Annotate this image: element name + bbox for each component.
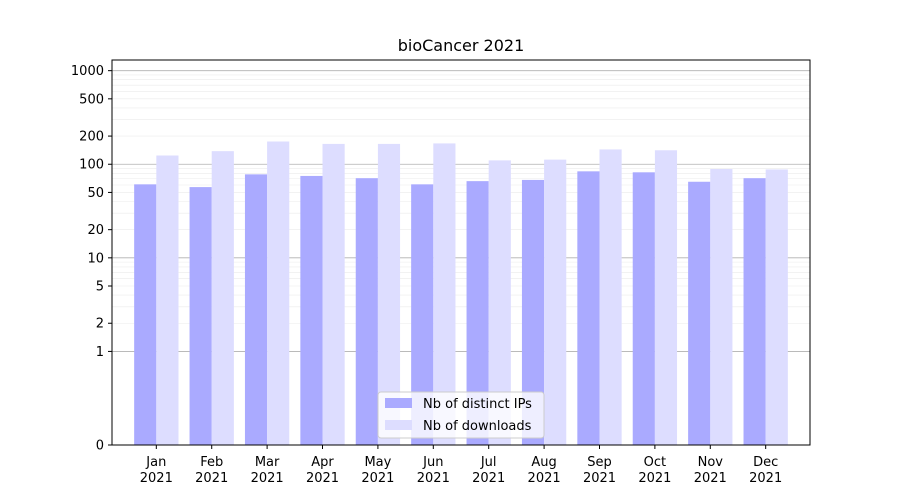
x-tick-label: May 2021 bbox=[361, 455, 394, 486]
y-tick-label: 1000 bbox=[71, 64, 104, 79]
bar-downloads bbox=[156, 155, 179, 445]
plot-frame bbox=[111, 59, 811, 446]
y-tick-label: 20 bbox=[87, 223, 104, 238]
bar-downloads bbox=[544, 159, 567, 445]
bar-downloads bbox=[765, 169, 788, 446]
bar-distinct-ips bbox=[577, 171, 600, 445]
bar-downloads bbox=[654, 150, 678, 445]
bar-distinct-ips bbox=[521, 179, 545, 445]
x-tick-label: Feb 2021 bbox=[195, 455, 228, 486]
bar-downloads bbox=[267, 141, 290, 445]
x-tick-label: Oct 2021 bbox=[638, 455, 671, 486]
y-tick-label: 1 bbox=[96, 345, 104, 360]
bar-downloads bbox=[322, 143, 345, 445]
legend-swatch-downloads bbox=[385, 420, 412, 430]
x-tick-label: Mar 2021 bbox=[251, 455, 284, 486]
x-tick-label: Jul 2021 bbox=[472, 455, 505, 486]
y-tick-label: 10 bbox=[87, 251, 104, 266]
x-tick-label: Jun 2021 bbox=[417, 455, 450, 486]
bar-distinct-ips bbox=[134, 184, 157, 445]
legend-label-ips: Nb of distinct IPs bbox=[423, 397, 532, 412]
bar-distinct-ips bbox=[244, 174, 268, 445]
y-tick-label: 50 bbox=[87, 186, 104, 201]
x-tick-label: Jan 2021 bbox=[140, 455, 173, 486]
legend-box bbox=[377, 391, 545, 439]
y-tick-label: 2 bbox=[96, 317, 104, 332]
legend-label-downloads: Nb of downloads bbox=[423, 419, 532, 434]
bar-distinct-ips bbox=[189, 187, 212, 445]
bar-downloads bbox=[599, 149, 622, 445]
bars bbox=[134, 141, 788, 446]
chart-title: bioCancer 2021 bbox=[398, 36, 525, 55]
legend: Nb of distinct IPs Nb of downloads bbox=[377, 391, 545, 439]
bar-downloads bbox=[433, 143, 456, 446]
x-tick-label: Apr 2021 bbox=[306, 455, 339, 486]
x-tick-label: Dec 2021 bbox=[749, 455, 782, 486]
bar-distinct-ips bbox=[743, 178, 766, 445]
y-tick-label: 200 bbox=[79, 130, 104, 145]
bar-distinct-ips bbox=[300, 175, 323, 445]
bar-distinct-ips bbox=[466, 181, 489, 445]
bar-distinct-ips bbox=[411, 184, 434, 445]
bar-distinct-ips bbox=[688, 181, 711, 446]
bar-downloads bbox=[488, 160, 511, 445]
x-tick-label: Nov 2021 bbox=[694, 455, 727, 486]
y-tick-label: 500 bbox=[79, 92, 104, 107]
x-tick-label: Aug 2021 bbox=[528, 455, 561, 486]
bar-distinct-ips bbox=[632, 172, 655, 446]
legend-swatch-ips bbox=[385, 398, 412, 408]
y-axis: 0 1 2 5 10 20 50 100 200 500 1000 bbox=[71, 64, 112, 454]
bar-distinct-ips bbox=[355, 178, 378, 445]
y-tick-label: 100 bbox=[79, 158, 104, 173]
x-tick-label: Sep 2021 bbox=[583, 455, 616, 486]
bar-downloads bbox=[211, 151, 234, 446]
bar-downloads bbox=[377, 143, 401, 445]
y-tick-label: 5 bbox=[96, 280, 104, 295]
y-tick-label: 0 bbox=[96, 439, 104, 454]
bar-downloads bbox=[710, 168, 733, 445]
x-axis: Jan 2021 Feb 2021 Mar 2021 Apr 2021 May 2021 Jun 20… bbox=[140, 445, 782, 486]
